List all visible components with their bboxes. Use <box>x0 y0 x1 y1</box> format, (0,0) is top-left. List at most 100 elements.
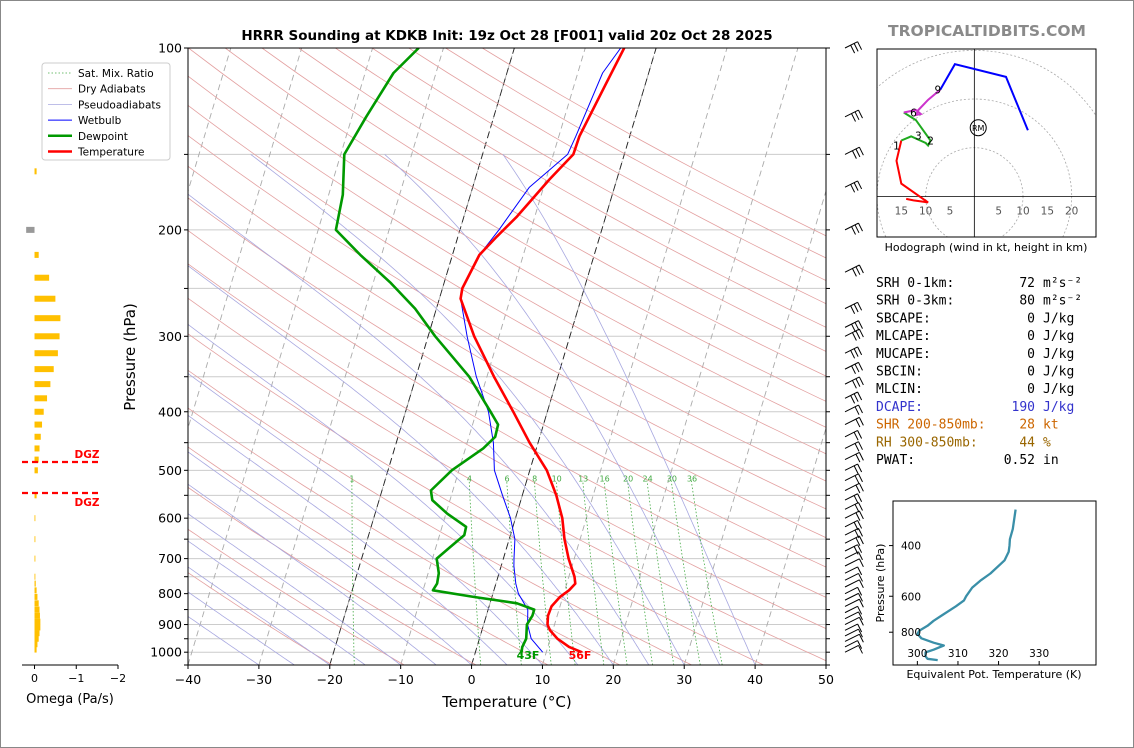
hodograph-segment-1-3km <box>900 111 932 148</box>
index-unit: m²s⁻² <box>1043 294 1082 309</box>
barb-feather <box>858 146 864 156</box>
index-value: 28 <box>1019 418 1035 433</box>
wind-barb <box>844 611 863 621</box>
omega-bar <box>34 635 39 642</box>
barb-feather <box>854 406 860 415</box>
wind-barb <box>844 451 864 463</box>
barb-feather <box>858 528 863 537</box>
index-label: MUCAPE: <box>876 347 931 362</box>
barb-feather <box>858 404 863 414</box>
barb-feather <box>853 43 859 52</box>
index-label: SRH 0-1km: <box>876 276 954 291</box>
hodograph-height-label: 2 <box>927 135 934 147</box>
omega-bar <box>26 226 35 233</box>
omega-bar <box>34 624 41 631</box>
wind-barb <box>844 558 864 568</box>
wind-barb <box>844 41 863 54</box>
isotherm-line <box>542 48 728 665</box>
legend-label: Dewpoint <box>78 131 128 143</box>
omega-xtick-label: −1 <box>68 672 84 685</box>
wind-barb <box>844 592 863 602</box>
isotherm-line <box>612 48 799 665</box>
mixing-ratio-line <box>555 480 576 665</box>
hodograph-xtick-label: 20 <box>1065 205 1078 217</box>
mixing-ratio-line <box>627 480 653 665</box>
barb-staff <box>844 544 858 552</box>
barb-feather <box>858 617 864 626</box>
barb-staff <box>844 605 858 614</box>
wind-barb <box>844 391 863 404</box>
barb-feather <box>857 640 863 649</box>
wind-barb <box>844 572 863 582</box>
dry-adiabat-line <box>335 48 826 328</box>
dry-adiabat-line <box>188 75 826 455</box>
theta-e-xtick-label: 300 <box>907 648 927 660</box>
barb-feather <box>857 493 863 502</box>
barb-feather <box>858 502 863 511</box>
index-label: SHR 200-850mb: <box>876 418 986 433</box>
theta-e-plot-area <box>916 509 1017 662</box>
barb-staff <box>844 301 858 310</box>
surface-temp-label: 56F <box>569 649 592 662</box>
hodograph-xtick-label: 10 <box>1016 205 1029 217</box>
isotherm-line <box>188 48 303 430</box>
index-row: PWAT: 0.52 in <box>876 453 1059 468</box>
barb-feather <box>858 473 863 483</box>
barb-feather <box>853 546 859 555</box>
hodograph-segment-3-6km <box>903 88 941 117</box>
barb-feather <box>858 417 864 426</box>
hodograph-segment-6-9km <box>939 63 1029 131</box>
barb-feather <box>857 587 863 596</box>
barb-feather <box>850 184 856 193</box>
index-row: DCAPE: 190 J/kg <box>876 400 1074 415</box>
barb-feather <box>858 593 863 602</box>
wind-barb <box>844 605 863 615</box>
barb-staff <box>844 482 860 491</box>
barb-staff <box>844 628 859 637</box>
isotherm-line <box>683 189 826 665</box>
omega-bar <box>34 641 38 648</box>
omega-bar <box>34 433 41 440</box>
wind-barb <box>844 493 863 504</box>
wind-barb <box>844 109 863 122</box>
mixing-ratio-label: 24 <box>643 475 653 484</box>
skewt-legend: Sat. Mix. Ratio Dry Adiabats Pseudoadiabat… <box>41 62 171 161</box>
barb-feather <box>855 148 861 158</box>
barb-feather <box>855 453 861 463</box>
barb-feather <box>857 430 863 439</box>
wind-barb <box>844 482 864 494</box>
barb-feather <box>857 566 863 576</box>
mixing-ratio-line <box>603 480 628 665</box>
mixing-ratio-label: 8 <box>532 475 537 484</box>
omega-bar <box>34 580 36 587</box>
mixing-ratio-line <box>582 480 605 665</box>
skewt-ytick-label: 900 <box>158 617 182 632</box>
mixing-ratio-line <box>690 480 723 665</box>
hodograph-caption: Hodograph (wind in kt, height in km) <box>885 241 1088 254</box>
theta-e-ytick-label: 400 <box>901 541 921 553</box>
dry-adiabat-line <box>188 104 826 482</box>
dry-adiabat-line <box>224 48 826 402</box>
isotherm-line <box>188 48 374 665</box>
pseudoadiabat-line <box>188 265 614 665</box>
wind-barb <box>844 328 864 341</box>
omega-bar <box>34 612 40 619</box>
mixing-ratio-label: 13 <box>578 475 588 484</box>
wetbulb-profile <box>460 48 622 653</box>
omega-bar <box>34 536 36 543</box>
index-value: 72 <box>1019 276 1035 291</box>
barb-feather <box>858 510 864 520</box>
hodograph-height-label: 6 <box>910 108 917 120</box>
pseudoadiabat-line <box>188 193 650 665</box>
pseudoadiabat-line <box>188 540 366 665</box>
legend-label: Wetbulb <box>78 115 122 127</box>
wind-barb <box>844 510 864 521</box>
skewt-ytick-label: 800 <box>158 586 182 601</box>
barb-staff <box>844 558 860 567</box>
index-value: 0 <box>1027 382 1035 397</box>
barb-feather <box>851 332 857 341</box>
index-unit: J/kg <box>1043 365 1074 380</box>
index-value: 0 <box>1027 311 1035 326</box>
barb-feather <box>851 226 856 235</box>
barb-feather <box>857 302 863 311</box>
